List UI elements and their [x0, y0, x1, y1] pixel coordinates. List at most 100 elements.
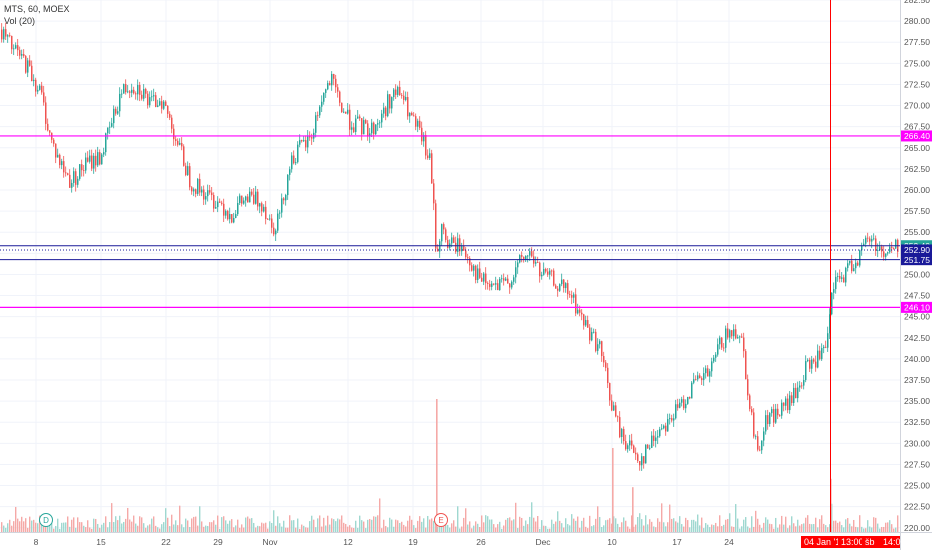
candle-body	[21, 54, 23, 56]
candle-body	[57, 154, 59, 158]
volume-bar	[571, 514, 573, 532]
volume-bar	[857, 527, 859, 532]
volume-bar	[387, 527, 389, 532]
candle-body	[617, 416, 619, 418]
candle-body	[673, 418, 675, 421]
volume-bar	[19, 521, 21, 532]
volume-bar	[319, 515, 321, 532]
candle-body	[817, 350, 819, 368]
volume-bar	[633, 526, 635, 532]
volume-bar	[7, 523, 9, 532]
volume-bar	[179, 505, 181, 532]
volume-bar	[839, 521, 841, 532]
candle-body	[653, 435, 655, 441]
volume-bar	[687, 520, 689, 532]
volume-bar	[29, 516, 31, 532]
candle-body	[499, 278, 501, 291]
candle-body	[437, 248, 439, 252]
candle-body	[207, 190, 209, 197]
volume-bar	[37, 523, 39, 532]
volume-bar	[609, 518, 611, 532]
candle-body	[677, 404, 679, 408]
volume-bar	[869, 526, 871, 532]
volume-bar	[535, 521, 537, 532]
candle-body	[639, 461, 641, 466]
volume-bar	[257, 525, 259, 532]
level-price-label: 246.10	[904, 303, 930, 313]
candle-body	[267, 218, 269, 220]
volume-bar	[595, 518, 597, 532]
volume-bar	[543, 525, 545, 532]
volume-bar	[317, 518, 319, 532]
volume-bar	[693, 519, 695, 532]
volume-bar	[117, 520, 119, 532]
candle-body	[599, 341, 601, 345]
candle-body	[567, 283, 569, 295]
volume-bar	[777, 527, 779, 532]
candle-body	[507, 278, 509, 284]
candle-body	[345, 111, 347, 114]
candle-body	[511, 281, 513, 288]
candle-body	[833, 289, 835, 293]
candle-body	[265, 206, 267, 219]
volume-bar	[561, 523, 563, 532]
volume-bar	[291, 520, 293, 532]
candle-body	[477, 268, 479, 280]
candle-body	[851, 260, 853, 272]
volume-bar	[43, 522, 45, 532]
candle-body	[215, 207, 217, 209]
candle-body	[895, 239, 897, 249]
volume-bar	[789, 525, 791, 532]
volume-bar	[569, 525, 571, 532]
candle-body	[669, 418, 671, 420]
price-tick-label: 280.00	[904, 16, 930, 26]
candle-body	[417, 120, 419, 127]
volume-bar	[445, 521, 447, 532]
volume-bar	[217, 515, 219, 532]
volume-bar	[805, 517, 807, 532]
volume-bar	[725, 519, 727, 532]
volume-bar	[289, 515, 291, 532]
volume-bar	[461, 526, 463, 532]
candle-body	[557, 288, 559, 291]
candle-body	[835, 276, 837, 290]
volume-bar	[335, 521, 337, 532]
candle-body	[481, 277, 483, 282]
candle-body	[749, 395, 751, 410]
candle-body	[133, 89, 135, 94]
candle-body	[643, 456, 645, 464]
candle-body	[777, 408, 779, 416]
volume-bar	[171, 514, 173, 532]
candle-body	[319, 106, 321, 116]
candle-body	[407, 97, 409, 117]
volume-bar	[581, 520, 583, 532]
volume-bar	[585, 526, 587, 532]
volume-bar	[721, 526, 723, 532]
volume-bar	[611, 523, 613, 532]
candle-body	[821, 348, 823, 360]
time-tick-label: 22	[161, 537, 171, 547]
candle-body	[621, 428, 623, 437]
volume-bar	[671, 518, 673, 532]
candle-body	[431, 153, 433, 184]
volume-bar	[741, 526, 743, 532]
volume-bar	[523, 525, 525, 532]
candle-body	[613, 405, 615, 411]
candle-body	[375, 124, 377, 135]
volume-bar	[273, 510, 275, 532]
volume-bar	[625, 520, 627, 532]
volume-bar	[505, 519, 507, 532]
candle-body	[561, 279, 563, 285]
volume-bar	[133, 515, 135, 532]
candle-body	[597, 344, 599, 351]
volume-bar	[147, 525, 149, 532]
volume-bar	[851, 526, 853, 532]
candle-body	[667, 419, 669, 432]
candle-body	[25, 56, 27, 73]
volume-bar	[549, 528, 551, 532]
candle-body	[17, 45, 19, 51]
volume-bar	[873, 517, 875, 532]
candle-body	[289, 169, 291, 175]
